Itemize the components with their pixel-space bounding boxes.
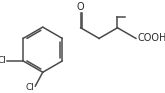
Text: Cl: Cl — [26, 83, 34, 92]
Text: O: O — [77, 2, 84, 12]
Text: Cl: Cl — [0, 56, 6, 65]
Text: COOH: COOH — [137, 33, 165, 43]
